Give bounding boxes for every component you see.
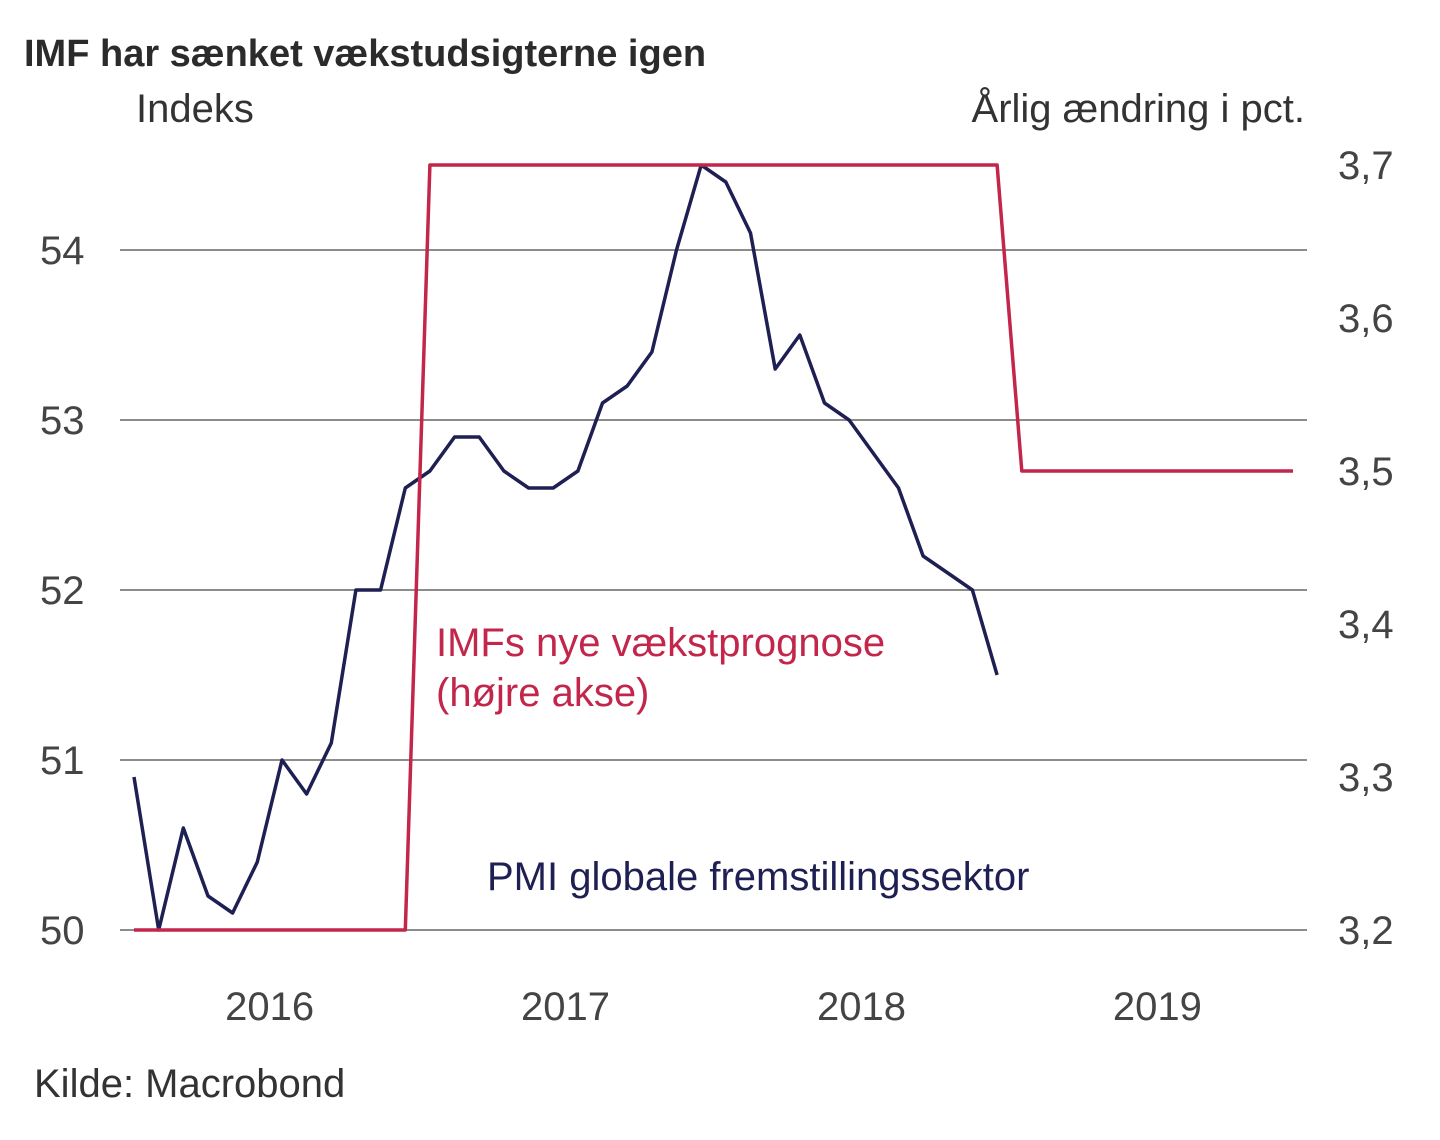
pmi-series-label: PMI globale fremstillingssektor xyxy=(487,855,1029,899)
x-tick: 2019 xyxy=(1113,985,1202,1029)
left-y-tick: 50 xyxy=(40,909,85,953)
right-y-tick: 3,6 xyxy=(1338,297,1394,341)
imf-series-label-line1: IMFs nye vækstprognose xyxy=(436,621,885,665)
x-tick: 2016 xyxy=(225,985,314,1029)
gridlines xyxy=(120,249,1307,931)
source-note: Kilde: Macrobond xyxy=(34,1062,345,1106)
left-y-tick: 51 xyxy=(40,739,85,783)
left-y-tick: 53 xyxy=(40,399,85,443)
left-axis-label: Indeks xyxy=(136,87,254,131)
chart-title: IMF har sænket vækstudsigterne igen xyxy=(24,33,706,75)
imf-series-label-line2: (højre akse) xyxy=(436,671,649,715)
left-y-ticks: 50 51 52 53 54 xyxy=(40,229,85,953)
right-y-ticks: 3,2 3,3 3,4 3,5 3,6 3,7 xyxy=(1338,144,1394,953)
right-y-tick: 3,3 xyxy=(1338,756,1394,800)
pmi-line xyxy=(132,163,999,932)
imf-forecast-line xyxy=(134,163,1293,932)
right-y-tick: 3,5 xyxy=(1338,450,1394,494)
series-lines xyxy=(132,163,1293,932)
right-axis-label: Årlig ændring i pct. xyxy=(972,86,1305,131)
right-y-tick: 3,2 xyxy=(1338,909,1394,953)
left-y-tick: 54 xyxy=(40,229,85,273)
x-tick: 2018 xyxy=(817,985,906,1029)
x-tick: 2017 xyxy=(521,985,610,1029)
right-y-tick: 3,7 xyxy=(1338,144,1394,188)
right-y-tick: 3,4 xyxy=(1338,603,1394,647)
x-ticks: 2016 2017 2018 2019 xyxy=(225,985,1202,1029)
left-y-tick: 52 xyxy=(40,569,85,613)
